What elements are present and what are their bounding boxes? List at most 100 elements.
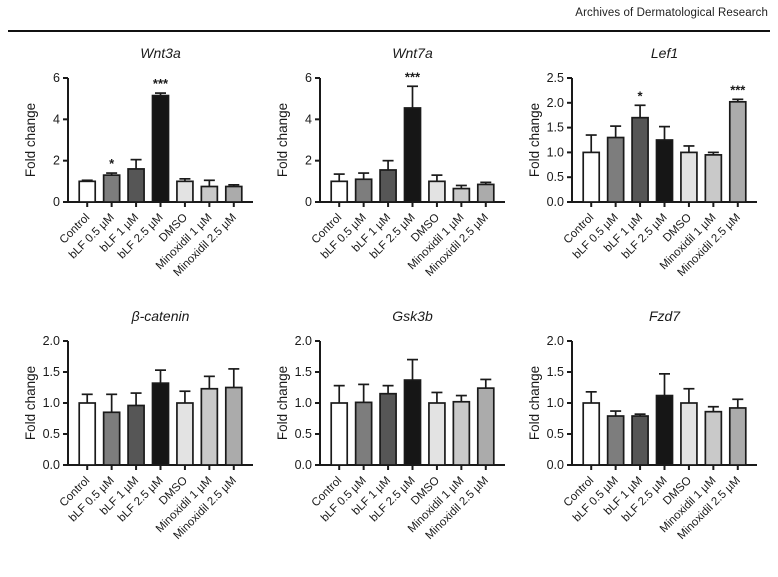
- significance-label: ***: [153, 76, 169, 91]
- bar: [428, 402, 446, 466]
- chart-title: β-catenin: [131, 308, 190, 324]
- bar: [379, 169, 397, 203]
- y-tick-label: 2.0: [547, 334, 564, 348]
- chart-fzd7: Fzd7 Fold change 0.0 0.5 1.0 1.5 2.0 Control bLF…: [526, 303, 778, 573]
- y-tick-label: 1.5: [295, 365, 312, 379]
- chart-gsk3b: Gsk3b Fold change 0.0 0.5 1.0 1.5 2.0 Control bL…: [274, 303, 526, 573]
- bar: [476, 183, 495, 203]
- bar: [224, 386, 243, 466]
- bar: [582, 151, 601, 203]
- y-tick-label: 2: [53, 154, 60, 168]
- y-tick-label: 1.0: [547, 396, 564, 410]
- bar: [151, 382, 170, 466]
- y-tick-label: 6: [305, 71, 312, 85]
- significance-label: ***: [405, 69, 421, 84]
- y-axis-label: Fold change: [275, 103, 290, 177]
- bar: [476, 387, 495, 466]
- bar: [452, 187, 471, 203]
- y-tick-label: 0.0: [547, 195, 564, 209]
- significance-label: ***: [730, 82, 746, 97]
- y-tick-label: 0.0: [43, 458, 60, 472]
- bar: [704, 154, 723, 203]
- bar: [151, 94, 170, 203]
- chart-title: Wnt3a: [140, 45, 181, 61]
- header-rule: [8, 30, 770, 32]
- y-tick-label: 1.5: [547, 121, 564, 135]
- y-tick-label: 2.0: [295, 334, 312, 348]
- y-axis-label: Fold change: [23, 103, 38, 177]
- bar: [403, 379, 422, 466]
- y-tick-label: 2.0: [43, 334, 60, 348]
- y-tick-label: 0: [305, 195, 312, 209]
- chart-title: Gsk3b: [392, 308, 433, 324]
- y-tick-label: 2: [305, 154, 312, 168]
- bar: [704, 410, 723, 466]
- chart-title: Lef1: [651, 45, 678, 61]
- bar: [330, 180, 349, 203]
- bar: [728, 100, 747, 203]
- y-tick-label: 1.5: [43, 365, 60, 379]
- bar: [728, 407, 747, 466]
- bar: [102, 174, 121, 203]
- y-tick-label: 6: [53, 71, 60, 85]
- bar: [680, 402, 698, 466]
- chart-wnt3a: Wnt3a Fold change 0 2 4 6 Control bLF 0.5 µM * bL…: [22, 40, 274, 310]
- chart-b-catenin: β-catenin Fold change 0.0 0.5 1.0 1.5 2.0 Contr…: [22, 303, 274, 573]
- bar: [200, 387, 219, 466]
- bar: [127, 168, 145, 203]
- bar: [127, 404, 145, 466]
- bar: [582, 402, 601, 466]
- y-tick-label: 4: [53, 112, 60, 126]
- bar: [354, 178, 373, 203]
- chart-lef1: Lef1 Fold change 0.0 0.5 1.0 1.5 2.0 2.5 Control…: [526, 40, 778, 310]
- bar: [680, 151, 698, 203]
- bar: [606, 415, 625, 466]
- bar: [102, 411, 121, 466]
- y-tick-label: 1.0: [43, 396, 60, 410]
- bar: [452, 400, 471, 466]
- chart-title: Fzd7: [649, 308, 681, 324]
- bar: [631, 415, 649, 466]
- bar: [224, 185, 243, 203]
- bar: [354, 401, 373, 466]
- bar: [78, 180, 97, 203]
- chart-title: Wnt7a: [392, 45, 433, 61]
- y-tick-label: 4: [305, 112, 312, 126]
- bar: [78, 402, 97, 466]
- y-tick-label: 2.5: [547, 71, 564, 85]
- y-tick-label: 1.5: [547, 365, 564, 379]
- y-tick-label: 0.0: [295, 458, 312, 472]
- bar: [403, 107, 422, 203]
- y-tick-label: 1.0: [547, 145, 564, 159]
- bar: [631, 116, 649, 203]
- bar: [428, 180, 446, 203]
- y-tick-label: 0.5: [547, 427, 564, 441]
- bar: [379, 392, 397, 466]
- chart-wnt7a: Wnt7a Fold change 0 2 4 6 Control bLF 0.5 µM bLF…: [274, 40, 526, 310]
- bar: [330, 402, 349, 466]
- bar: [176, 402, 194, 466]
- y-tick-label: 0.0: [547, 458, 564, 472]
- significance-label: *: [109, 156, 115, 171]
- y-tick-label: 0.5: [43, 427, 60, 441]
- y-axis-label: Fold change: [275, 366, 290, 440]
- y-tick-label: 0.5: [547, 170, 564, 184]
- bar: [655, 139, 674, 203]
- journal-header: Archives of Dermatological Research: [575, 7, 768, 19]
- bar: [655, 394, 674, 466]
- y-axis-label: Fold change: [23, 366, 38, 440]
- y-tick-label: 0.5: [295, 427, 312, 441]
- y-axis-label: Fold change: [527, 366, 542, 440]
- y-axis-label: Fold change: [527, 103, 542, 177]
- bar: [176, 180, 194, 203]
- significance-label: *: [638, 88, 644, 103]
- y-tick-label: 1.0: [295, 396, 312, 410]
- y-tick-label: 0: [53, 195, 60, 209]
